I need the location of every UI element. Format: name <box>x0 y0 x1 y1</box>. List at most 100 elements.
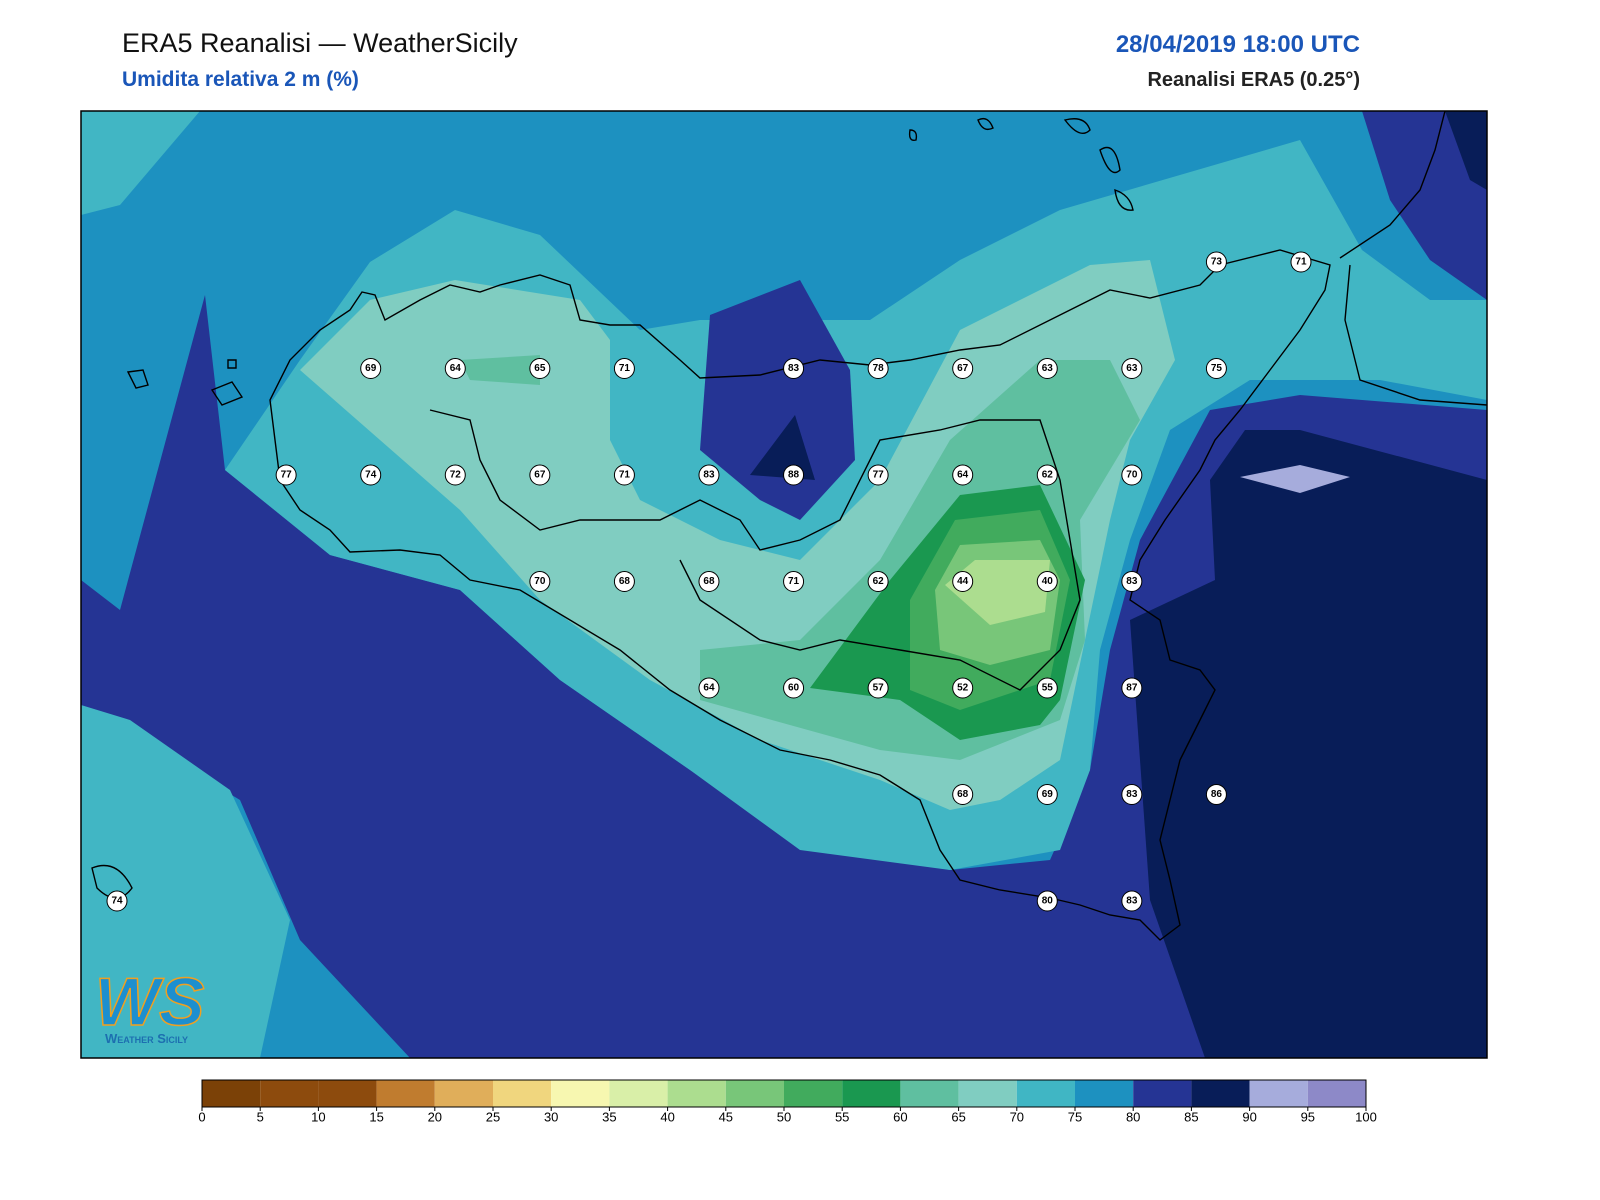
colorbar-segment <box>1307 1080 1366 1107</box>
colorbar-tick-label: 70 <box>1010 1110 1024 1125</box>
colorbar-tick-label: 30 <box>544 1110 558 1125</box>
colorbar-segment <box>900 1080 959 1107</box>
colorbar-tick-label: 50 <box>777 1110 791 1125</box>
colorbar-segment <box>551 1080 610 1107</box>
station-marker <box>1036 890 1058 912</box>
colorbar-segment <box>434 1080 493 1107</box>
colorbar-segment <box>842 1080 901 1107</box>
station-marker <box>867 571 889 592</box>
colorbar-segment <box>1075 1080 1134 1107</box>
station-value: 87 <box>1126 683 1138 694</box>
station-value: 68 <box>703 576 715 587</box>
station-value: 78 <box>873 363 885 374</box>
colorbar-tick-label: 15 <box>369 1110 383 1125</box>
station-marker <box>1036 677 1058 699</box>
colorbar-tick-label: 10 <box>311 1110 325 1125</box>
map-frame <box>80 110 1488 1059</box>
logo-name: Weather Sicily <box>105 1031 188 1046</box>
station-marker <box>1205 358 1227 379</box>
station-marker <box>106 890 128 912</box>
station-value: 86 <box>1211 789 1223 800</box>
station-value: 44 <box>957 576 969 587</box>
colorbar-tick-label: 60 <box>893 1110 907 1125</box>
colorbar-segment <box>318 1080 377 1107</box>
station-marker <box>952 358 974 379</box>
station-value: 64 <box>703 683 715 694</box>
station-value: 67 <box>534 470 546 481</box>
station-marker <box>952 677 974 699</box>
station-marker <box>698 677 720 699</box>
colorbar-tick-label: 35 <box>602 1110 616 1125</box>
station-value: 77 <box>873 470 885 481</box>
station-marker <box>867 464 889 486</box>
contour-fill <box>81 111 1487 1058</box>
title: ERA5 Reanalisi — WeatherSicily <box>122 28 518 58</box>
station-marker <box>613 464 635 486</box>
station-value: 64 <box>450 363 462 374</box>
colorbar-segment <box>202 1080 261 1107</box>
station-marker <box>1290 251 1312 273</box>
station-marker <box>1036 464 1058 486</box>
colorbar-tick-label: 80 <box>1126 1110 1140 1125</box>
station-marker <box>613 358 635 379</box>
station-marker <box>783 358 805 379</box>
station-value: 68 <box>957 789 969 800</box>
station-value: 71 <box>619 363 631 374</box>
station-marker <box>1121 464 1143 486</box>
station-marker <box>698 464 720 486</box>
station-marker <box>783 464 805 486</box>
station-value: 70 <box>534 576 546 587</box>
station-marker <box>529 358 551 379</box>
station-marker <box>275 464 297 486</box>
colorbar-tick-label: 100 <box>1355 1110 1377 1125</box>
colorbar-segment <box>260 1080 319 1107</box>
station-marker <box>1121 571 1143 592</box>
station-marker <box>360 464 382 486</box>
station-marker <box>444 464 466 486</box>
station-value: 74 <box>111 896 123 907</box>
station-value: 63 <box>1042 363 1054 374</box>
station-value: 55 <box>1042 683 1054 694</box>
colorbar-tick-label: 75 <box>1068 1110 1082 1125</box>
station-marker <box>783 677 805 699</box>
source: Reanalisi ERA5 (0.25°) <box>1147 69 1360 91</box>
station-marker <box>952 464 974 486</box>
colorbar: 0 5 10 15 20 25 30 35 40 45 50 55 60 65 70 75 80 85 90 95 10… <box>198 1079 1377 1125</box>
colorbar-tick-label: 85 <box>1184 1110 1198 1125</box>
station-value: 83 <box>1126 789 1138 800</box>
station-marker <box>952 784 974 805</box>
station-marker <box>444 358 466 379</box>
station-value: 63 <box>1126 363 1138 374</box>
station-value: 83 <box>703 470 715 481</box>
station-value: 75 <box>1211 363 1223 374</box>
station-value: 83 <box>788 363 800 374</box>
station-marker <box>613 571 635 592</box>
station-marker <box>1036 784 1058 805</box>
colorbar-segment <box>609 1080 668 1107</box>
station-marker <box>1121 358 1143 379</box>
colorbar-segment <box>376 1080 435 1107</box>
station-value: 65 <box>534 363 546 374</box>
station-marker <box>360 358 382 379</box>
station-marker <box>1121 677 1143 699</box>
station-marker <box>1121 890 1143 912</box>
station-value: 64 <box>957 470 969 481</box>
colorbar-tick-label: 5 <box>257 1110 264 1125</box>
subtitle: Umidita relativa 2 m (%) <box>122 68 359 91</box>
station-value: 77 <box>281 470 293 481</box>
colorbar-segment <box>1016 1080 1075 1107</box>
station-marker <box>867 677 889 699</box>
station-value: 69 <box>365 363 377 374</box>
colorbar-tick-label: 90 <box>1242 1110 1256 1125</box>
station-value: 52 <box>957 683 969 694</box>
station-marker <box>1205 784 1227 805</box>
logo-mark: WS <box>95 964 205 1040</box>
station-value: 72 <box>450 470 462 481</box>
colorbar-tick-label: 45 <box>719 1110 733 1125</box>
colorbar-segment <box>1133 1080 1192 1107</box>
colorbar-segment <box>784 1080 843 1107</box>
station-value: 71 <box>619 470 631 481</box>
station-value: 67 <box>957 363 969 374</box>
colorbar-segment <box>493 1080 552 1107</box>
